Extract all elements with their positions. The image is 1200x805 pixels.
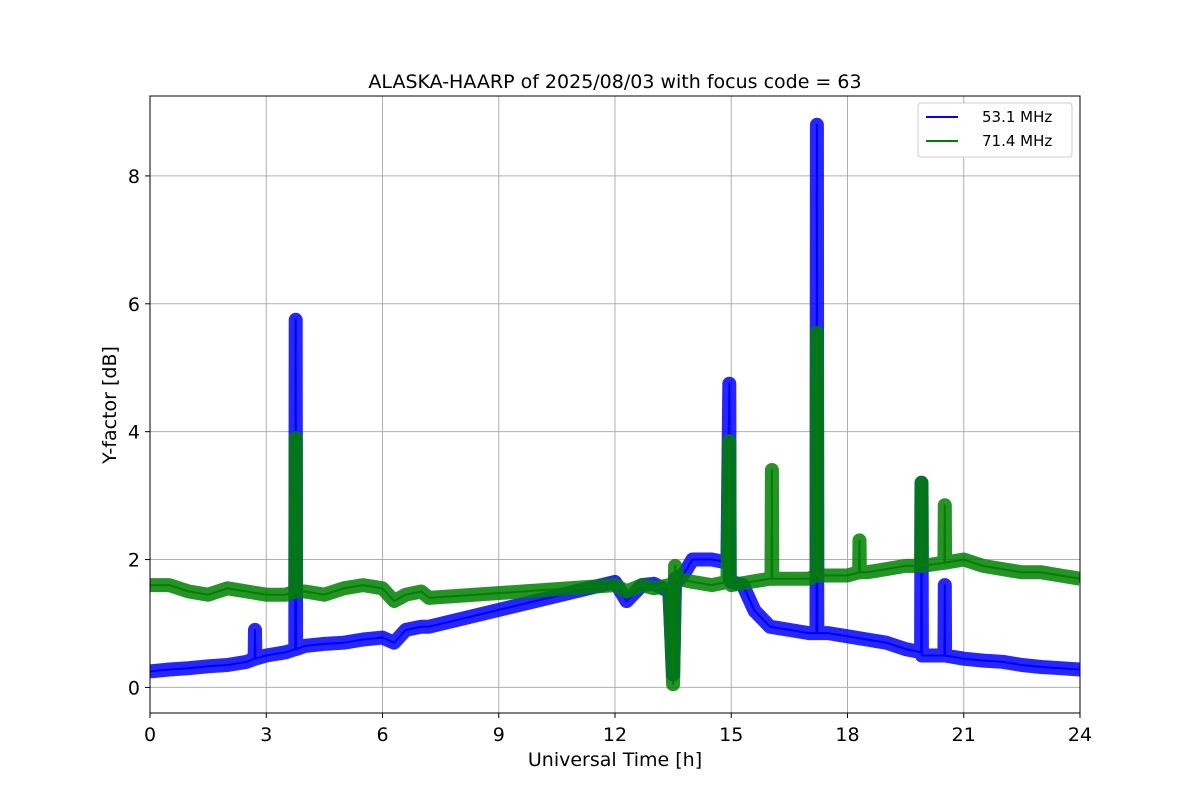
x-tick-label: 21 [952, 724, 976, 746]
y-axis-label: Y-factor [dB] [99, 346, 121, 465]
x-tick-label: 18 [835, 724, 859, 746]
x-tick-label: 15 [719, 724, 743, 746]
y-tick-label: 0 [128, 677, 140, 699]
x-tick-label: 6 [376, 724, 388, 746]
chart-title: ALASKA-HAARP of 2025/08/03 with focus co… [368, 71, 861, 93]
y-tick-label: 6 [128, 294, 140, 316]
y-tick-label: 2 [128, 550, 140, 572]
x-axis-label: Universal Time [h] [528, 749, 702, 771]
series-layer [150, 117, 1080, 692]
x-axis: 0 3 6 9 12 15 18 21 24 [144, 713, 1092, 746]
x-tick-label: 12 [603, 724, 627, 746]
y-tick-label: 4 [128, 422, 140, 444]
x-tick-label: 3 [260, 724, 272, 746]
y-tick-label: 8 [128, 166, 140, 188]
legend: 53.1 MHz 71.4 MHz [917, 102, 1073, 158]
x-tick-label: 9 [493, 724, 505, 746]
series-line-71-4-mhz [150, 331, 1080, 686]
legend-label-71-mhz: 71.4 MHz [982, 132, 1052, 150]
y-axis: 0 2 4 6 8 [128, 166, 150, 699]
x-tick-label: 24 [1068, 724, 1092, 746]
x-tick-label: 0 [144, 724, 156, 746]
legend-label-53-mhz: 53.1 MHz [982, 108, 1052, 126]
